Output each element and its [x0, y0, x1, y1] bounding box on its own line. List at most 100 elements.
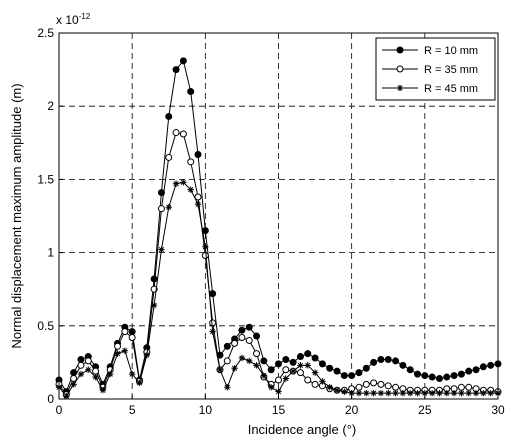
- y-tick-label: 2.5: [37, 26, 54, 40]
- data-point: [362, 380, 370, 388]
- data-point: [267, 366, 275, 374]
- data-point: [194, 193, 202, 201]
- data-point: [224, 384, 231, 391]
- data-point: [172, 66, 180, 74]
- data-point: [128, 370, 136, 378]
- data-point: [370, 389, 377, 397]
- data-point: [180, 179, 187, 186]
- data-point: [63, 392, 70, 400]
- data-point: [282, 366, 290, 374]
- data-point: [326, 384, 333, 391]
- data-point: [370, 379, 378, 387]
- data-point: [348, 389, 355, 397]
- data-point: [318, 360, 326, 368]
- data-point: [443, 373, 451, 381]
- data-point: [179, 130, 187, 138]
- data-point: [414, 389, 421, 397]
- data-point: [238, 326, 246, 334]
- data-point: [179, 57, 187, 65]
- data-point: [238, 334, 246, 342]
- x-tick-label: 25: [418, 403, 432, 417]
- y-tick-label: 1.5: [37, 172, 54, 186]
- data-point: [407, 389, 414, 397]
- data-point: [260, 372, 268, 379]
- data-point: [319, 378, 326, 385]
- data-point: [128, 334, 136, 342]
- data-point: [362, 364, 370, 372]
- x-tick-label: 0: [56, 403, 63, 417]
- y-tick-label: 1: [47, 246, 54, 260]
- data-point: [333, 387, 341, 394]
- data-point: [157, 205, 165, 213]
- data-point: [377, 389, 385, 397]
- data-point: [384, 382, 392, 390]
- data-point: [194, 201, 202, 208]
- data-point: [223, 342, 231, 350]
- data-point: [435, 375, 443, 383]
- data-point: [450, 389, 458, 397]
- data-point: [282, 375, 290, 382]
- data-point: [92, 367, 100, 375]
- data-point: [187, 186, 194, 193]
- data-point: [399, 361, 407, 369]
- data-point: [216, 366, 224, 373]
- data-point: [458, 389, 465, 397]
- data-point: [414, 370, 422, 378]
- data-point: [253, 362, 260, 369]
- data-point: [84, 357, 92, 365]
- data-point: [275, 360, 282, 368]
- data-point: [385, 389, 392, 397]
- data-point: [165, 112, 173, 120]
- x-tick-label: 20: [345, 403, 359, 417]
- data-point: [289, 358, 297, 366]
- legend-label: R = 45 mm: [424, 83, 478, 95]
- data-point: [77, 370, 85, 378]
- x-tick-label: 10: [199, 403, 213, 417]
- data-point: [296, 369, 304, 377]
- data-point: [392, 389, 399, 397]
- data-point: [311, 380, 319, 388]
- data-point: [172, 129, 180, 137]
- data-point: [85, 366, 92, 373]
- data-point: [282, 355, 290, 363]
- data-point: [421, 372, 429, 380]
- data-point: [465, 383, 473, 391]
- data-point: [333, 367, 341, 375]
- data-point: [436, 389, 443, 397]
- data-point: [246, 357, 253, 365]
- data-point: [304, 362, 311, 369]
- data-point: [487, 389, 494, 397]
- data-point: [223, 357, 231, 365]
- y-tick-label: 0: [47, 392, 54, 406]
- data-point: [165, 204, 172, 211]
- data-point: [406, 366, 414, 374]
- data-point: [296, 353, 304, 361]
- data-point: [311, 354, 319, 362]
- data-point: [136, 379, 143, 387]
- y-tick-label: 2: [47, 99, 54, 113]
- data-point: [465, 389, 472, 397]
- data-point: [187, 158, 195, 166]
- data-point: [114, 342, 122, 350]
- data-point: [150, 302, 158, 309]
- data-point: [275, 388, 282, 395]
- y-axis-label: Normal displacement maximum amplitude (m…: [9, 83, 24, 348]
- data-point: [472, 366, 480, 374]
- data-point: [421, 389, 429, 397]
- data-point: [465, 367, 473, 375]
- ticks: 0 5 10 15 20 25 30 0 0.5 1 1.5 2 2.5: [37, 26, 505, 417]
- data-point: [70, 381, 77, 388]
- data-point: [245, 323, 253, 331]
- data-point: [209, 328, 216, 335]
- data-point: [457, 383, 465, 391]
- data-point: [396, 84, 404, 92]
- data-point: [348, 372, 356, 380]
- data-point: [121, 347, 129, 354]
- data-point: [341, 388, 348, 395]
- data-point: [428, 373, 436, 381]
- data-point: [304, 350, 312, 358]
- data-point: [128, 328, 136, 336]
- data-point: [340, 372, 348, 380]
- data-point: [121, 328, 129, 336]
- data-point: [238, 354, 246, 362]
